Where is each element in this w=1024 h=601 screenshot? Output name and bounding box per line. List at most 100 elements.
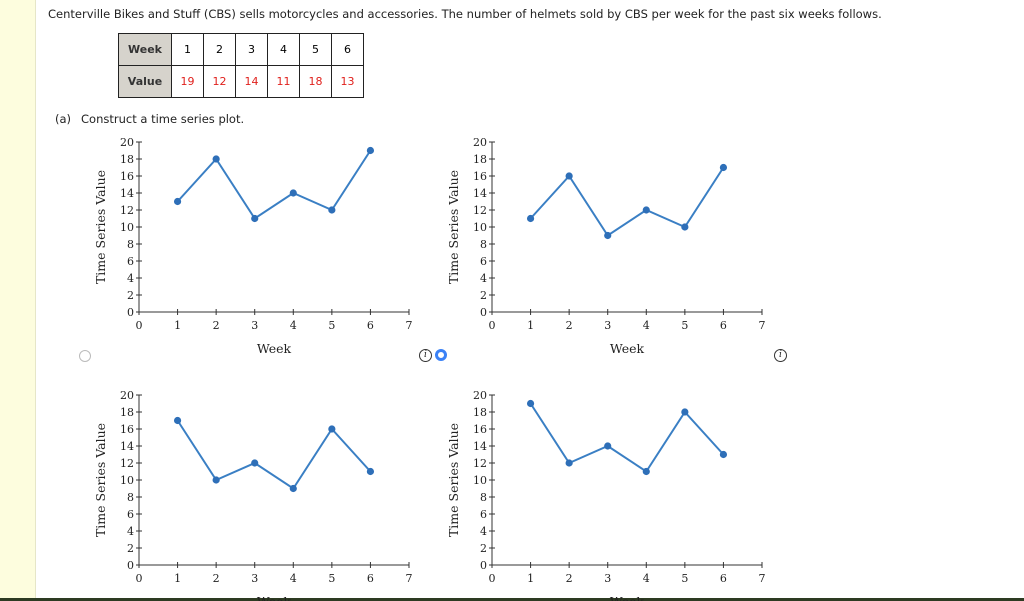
y-tick-label: 6: [127, 255, 134, 268]
data-point: [565, 459, 573, 467]
week-cell: 6: [331, 33, 364, 66]
x-tick-label: 2: [213, 572, 220, 585]
left-margin-bar: [0, 0, 36, 601]
x-tick-label: 5: [328, 319, 335, 332]
data-point: [681, 223, 689, 231]
data-point: [328, 425, 336, 433]
x-axis-label: Week: [610, 341, 645, 356]
data-point: [328, 206, 336, 214]
x-tick-label: 1: [174, 319, 181, 332]
info-icon[interactable]: i: [774, 349, 787, 362]
option-2-radio[interactable]: [435, 349, 447, 361]
y-tick-label: 14: [473, 440, 487, 453]
part-a-prompt: (a) Construct a time series plot.: [55, 112, 254, 126]
y-tick-label: 18: [120, 153, 134, 166]
value-cell: 14: [235, 65, 268, 98]
y-tick-label: 18: [473, 406, 487, 419]
y-tick-label: 6: [127, 508, 134, 521]
option-1-radio[interactable]: [79, 350, 91, 362]
value-cell: 13: [331, 65, 364, 98]
x-tick-label: 3: [251, 319, 258, 332]
y-tick-label: 16: [473, 423, 487, 436]
y-tick-label: 12: [473, 204, 487, 217]
y-axis-label: Time Series Value: [93, 170, 108, 284]
data-point: [366, 467, 375, 476]
week-cell: 3: [235, 33, 268, 66]
value-cell: 11: [267, 65, 300, 98]
y-tick-label: 10: [120, 474, 134, 487]
x-tick-label: 2: [213, 319, 220, 332]
y-tick-label: 20: [120, 136, 134, 149]
y-tick-label: 8: [127, 491, 134, 504]
series-line: [529, 402, 725, 473]
y-tick-label: 4: [480, 525, 487, 538]
y-tick-label: 2: [480, 289, 487, 302]
data-point: [251, 459, 259, 467]
y-tick-label: 4: [127, 272, 134, 285]
data-point: [526, 214, 535, 223]
data-point: [604, 442, 612, 450]
y-tick-label: 2: [127, 289, 134, 302]
series-line: [176, 419, 372, 490]
y-tick-label: 16: [473, 170, 487, 183]
data-point: [173, 416, 182, 425]
bottom-bar: [0, 598, 1024, 601]
x-axis-label: Week: [610, 594, 645, 601]
y-tick-label: 8: [480, 238, 487, 251]
x-tick-label: 3: [604, 572, 611, 585]
data-point: [173, 197, 182, 206]
data-point: [366, 146, 375, 155]
x-tick-label: 0: [489, 572, 496, 585]
question-text: Centerville Bikes and Stuff (CBS) sells …: [48, 7, 882, 21]
week-cell: 1: [171, 33, 204, 66]
x-tick-label: 1: [527, 572, 534, 585]
y-tick-label: 8: [127, 238, 134, 251]
data-point: [212, 155, 220, 163]
series-line: [529, 166, 725, 237]
data-point: [642, 467, 650, 476]
y-tick-label: 4: [127, 525, 134, 538]
y-tick-label: 2: [480, 542, 487, 555]
y-tick-label: 4: [480, 272, 487, 285]
data-point: [565, 172, 573, 180]
x-tick-label: 3: [604, 319, 611, 332]
y-tick-label: 12: [473, 457, 487, 470]
x-tick-label: 0: [136, 319, 143, 332]
y-tick-label: 14: [473, 187, 487, 200]
data-table: Week 1 2 3 4 5 6 Value 19 12 14 11 18 13: [118, 33, 364, 98]
data-point: [289, 189, 297, 197]
y-tick-label: 18: [120, 406, 134, 419]
y-tick-label: 10: [473, 221, 487, 234]
data-point: [212, 476, 220, 484]
x-tick-label: 7: [759, 319, 766, 332]
y-tick-label: 0: [127, 559, 134, 572]
data-point: [642, 206, 650, 214]
week-cell: 2: [203, 33, 236, 66]
value-cell: 12: [203, 65, 236, 98]
y-tick-label: 2: [127, 542, 134, 555]
x-tick-label: 5: [328, 572, 335, 585]
data-point: [289, 484, 297, 493]
table-row-value: Value 19 12 14 11 18 13: [118, 65, 364, 98]
y-tick-label: 18: [473, 153, 487, 166]
info-icon[interactable]: i: [419, 349, 432, 362]
data-point: [526, 399, 535, 408]
x-tick-label: 3: [251, 572, 258, 585]
data-point: [251, 214, 259, 223]
series-line: [176, 149, 372, 220]
x-tick-label: 4: [290, 319, 297, 332]
x-tick-label: 5: [681, 572, 688, 585]
x-tick-label: 4: [290, 572, 297, 585]
x-tick-label: 7: [406, 572, 413, 585]
data-point: [681, 408, 689, 416]
x-tick-label: 2: [566, 319, 573, 332]
y-tick-label: 6: [480, 255, 487, 268]
table-row-week: Week 1 2 3 4 5 6: [118, 33, 364, 66]
x-tick-label: 0: [489, 319, 496, 332]
y-tick-label: 6: [480, 508, 487, 521]
x-tick-label: 7: [406, 319, 413, 332]
x-tick-label: 4: [643, 572, 650, 585]
part-a-label: (a): [55, 112, 72, 126]
data-point: [719, 450, 728, 459]
